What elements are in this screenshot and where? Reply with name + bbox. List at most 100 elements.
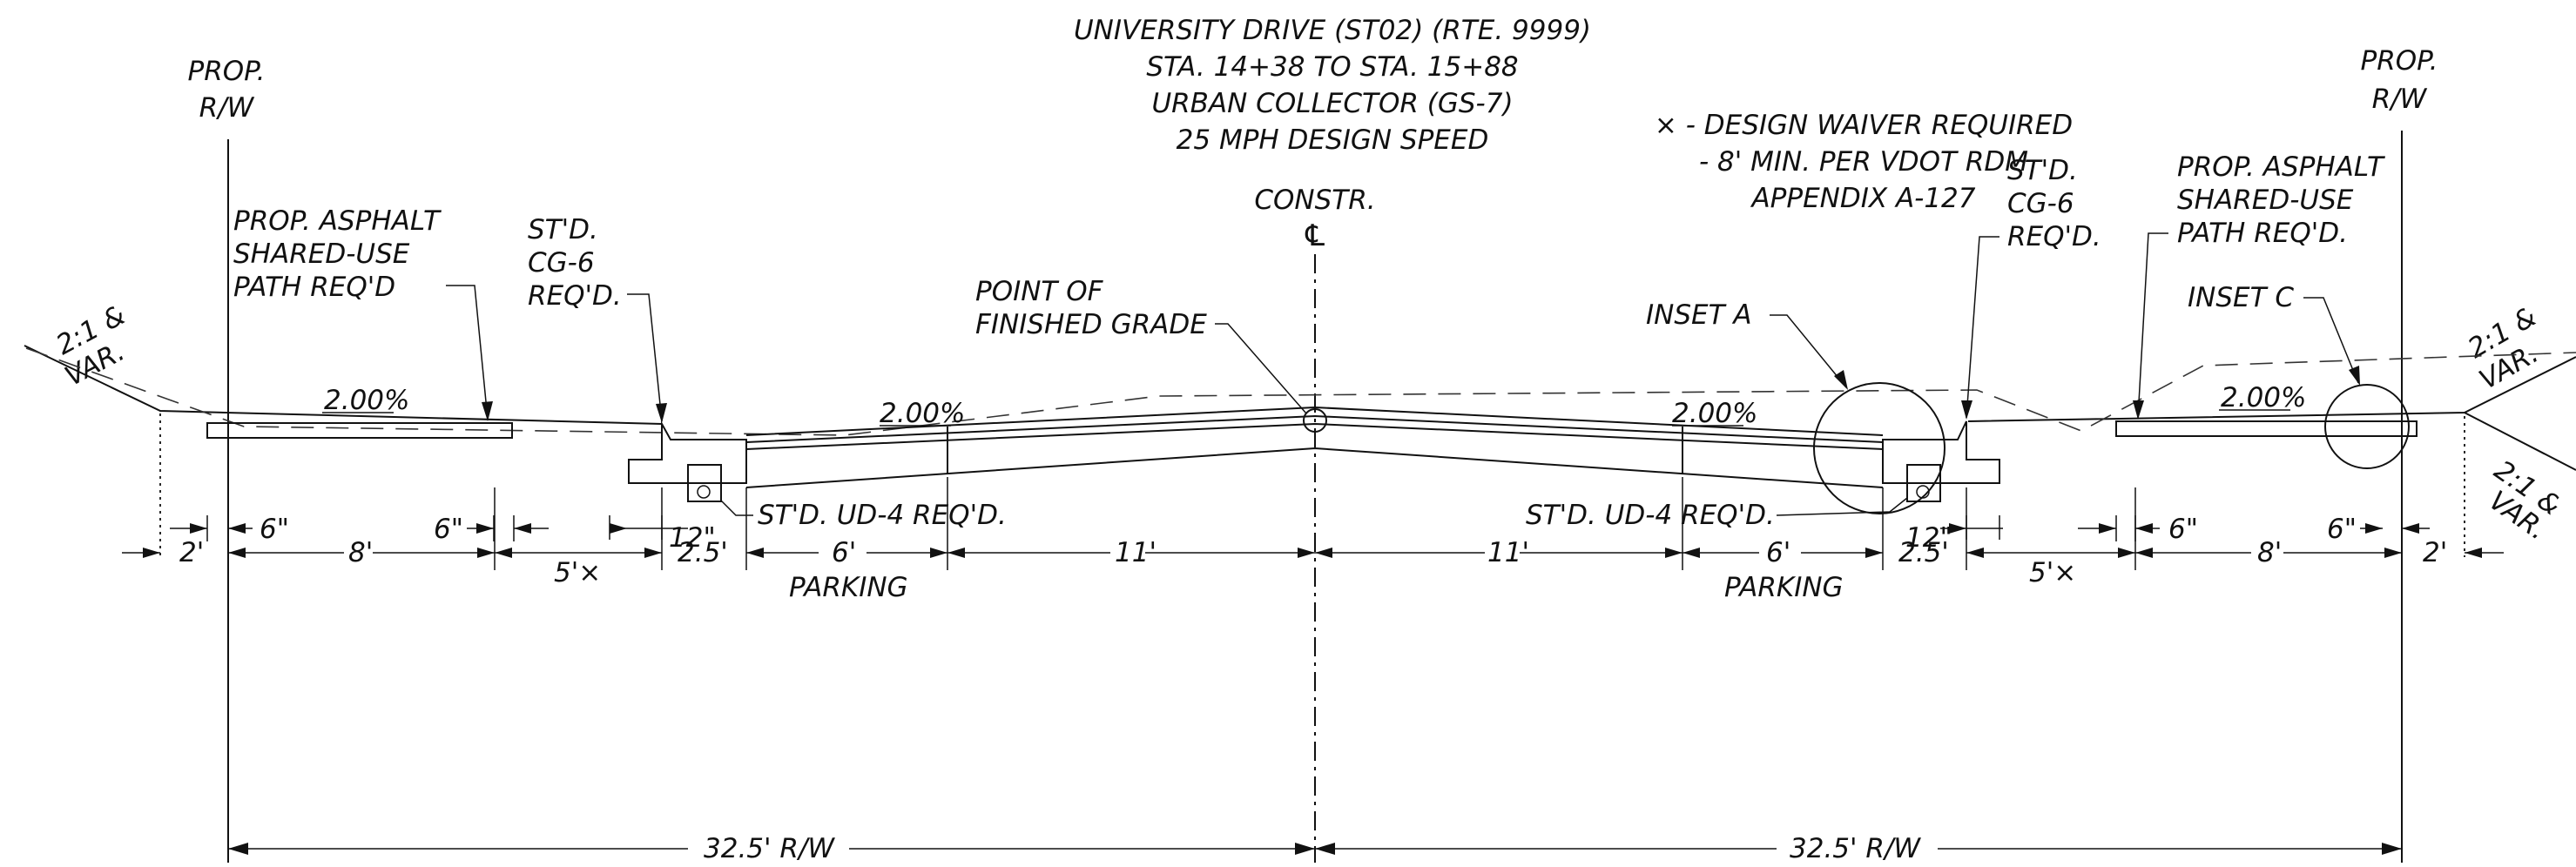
right-ud4-label: ST'D. UD-4 REQ'D.	[1526, 500, 1775, 531]
left-path-label-3: PATH REQ'D	[233, 272, 395, 303]
right-path-label-3: PATH REQ'D.	[2177, 218, 2348, 249]
right-curb-label-3: REQ'D.	[2007, 221, 2101, 252]
dim-8-left-arrow-a	[228, 548, 246, 558]
right-rw-label-1: PROP.	[2361, 45, 2438, 77]
right-curb-label-2: CG-6	[2007, 188, 2074, 219]
rw-right-arrow-a	[1315, 843, 1335, 855]
inset-c-label: INSET C	[2188, 282, 2294, 313]
right-6in-b-arrow2	[2402, 523, 2419, 534]
dim-2-right-label: 2'	[2423, 537, 2447, 568]
left-6in-b-label: 6"	[434, 514, 463, 545]
right-6in-b-label: 6"	[2327, 514, 2357, 545]
left-curb-callout: ST'D. CG-6 REQ'D.	[528, 214, 667, 423]
inset-c-callout: INSET C	[2188, 282, 2360, 386]
right-ud4-leader	[1776, 497, 1908, 516]
pavement-subbase	[745, 447, 1884, 488]
left-6in-a-label: 6"	[260, 514, 289, 545]
dim-6-left-label: 6'	[832, 537, 856, 568]
left-rw-label-2: R/W	[199, 92, 255, 124]
left-curb-label-3: REQ'D.	[528, 280, 622, 312]
left-shared-use-path	[206, 422, 513, 439]
right-6in-dims: 6" 6"	[2078, 514, 2430, 545]
dim-5-right-label: 5'⨯	[2029, 557, 2076, 588]
dim-6-left-arrow-b	[930, 548, 947, 558]
rw-right-label: 32.5' R/W	[1790, 833, 1921, 863]
left-curb-gutter	[628, 420, 747, 484]
existing-ground-line	[25, 347, 2576, 436]
dim-8-right-arrow-b	[2384, 548, 2402, 558]
left-underdrain	[687, 464, 722, 502]
dim-5-left-arrow-a	[495, 548, 512, 558]
dim-6-right-arrow-a	[1682, 548, 1700, 558]
rw-total-dimensions: 32.5' R/W 32.5' R/W	[228, 833, 2402, 864]
right-curb-gutter	[1882, 420, 2000, 484]
dim-6-right-arrow-b	[1865, 548, 1883, 558]
left-ud4-trench	[687, 464, 722, 502]
right-6in-b-arrow	[2365, 523, 2383, 534]
left-right-of-way: PROP. R/W	[188, 56, 266, 863]
left-curb-arrowhead	[656, 403, 667, 423]
left-rw-label-1: PROP.	[188, 56, 266, 87]
right-path-callout: PROP. ASPHALT SHARED-USE PATH REQ'D.	[2133, 151, 2385, 420]
right-path-leader	[2137, 232, 2168, 419]
finished-grade-label-1: POINT OF	[975, 276, 1104, 307]
left-path-label-2: SHARED-USE	[233, 239, 410, 270]
left-12in-dim: 12"	[609, 515, 716, 554]
dim-8-right-label: 8'	[2257, 537, 2282, 568]
dim-2-right-arrow	[2465, 548, 2482, 558]
dim-5-left-label: 5'⨯	[554, 557, 601, 588]
dim-5-right-arrow-b	[2118, 548, 2135, 558]
inset-c-leader	[2303, 297, 2359, 384]
title-line-3: URBAN COLLECTOR (GS-7)	[1151, 88, 1513, 119]
inset-c-arrowhead	[2349, 366, 2360, 386]
dim-2-5-left-label: 2.5'	[678, 537, 728, 568]
left-12in-label: 12"	[669, 522, 716, 554]
design-waiver-note: ⨯ - DESIGN WAIVER REQUIRED - 8' MIN. PER…	[1655, 110, 2073, 214]
left-path-arrowhead	[482, 401, 493, 421]
inset-a-label: INSET A	[1646, 299, 1752, 331]
title-line-1: UNIVERSITY DRIVE (ST02) (RTE. 9999)	[1074, 15, 1591, 46]
dim-11-right-arrow-b	[1665, 548, 1682, 558]
right-path-slope: 2.00%	[2221, 382, 2306, 413]
left-lane-slope: 2.00%	[880, 398, 965, 429]
dim-2-left-label: 2'	[179, 537, 204, 568]
dim-11-right-arrow-a	[1315, 548, 1332, 558]
finished-grade-label-2: FINISHED GRADE	[975, 309, 1207, 340]
left-parking-label: PARKING	[789, 572, 908, 603]
inset-c-circle	[2324, 384, 2410, 469]
title-line-2: STA. 14+38 TO STA. 15+88	[1146, 51, 1518, 83]
construction-centerline: CONSTR. ℄	[1254, 185, 1376, 863]
centerline-label: CONSTR.	[1254, 185, 1375, 216]
title-line-4: 25 MPH DESIGN SPEED	[1177, 124, 1489, 156]
left-path-slope: 2.00%	[324, 385, 409, 416]
width-dimension-row: 2' 8' 5'⨯ 2.5' 6' PARKING 11' 11' 6' PAR…	[122, 477, 2504, 603]
left-path-callout: PROP. ASPHALT SHARED-USE PATH REQ'D	[233, 205, 493, 421]
left-curb-label-1: ST'D.	[528, 214, 598, 245]
left-path-label-1: PROP. ASPHALT	[233, 205, 442, 237]
right-right-of-way: PROP. R/W	[2361, 45, 2438, 863]
inset-a-leader	[1770, 314, 1847, 388]
right-curb-leader	[1966, 236, 1999, 419]
dim-2-left-arrow	[143, 548, 160, 558]
right-6in-a-label: 6"	[2168, 514, 2198, 545]
rw-left-arrow-a	[228, 843, 248, 855]
dim-2-5-right-label: 2.5'	[1898, 537, 1949, 568]
left-6in-b-arrow	[476, 523, 494, 534]
right-rw-label-2: R/W	[2372, 84, 2428, 115]
left-curb-label-2: CG-6	[528, 247, 595, 279]
left-finished-ground	[24, 345, 663, 425]
left-curb-leader	[627, 293, 663, 422]
right-cg6-curb	[1882, 420, 2000, 484]
right-12in-dim: 12"	[1905, 515, 2003, 554]
rw-right-arrow-b	[2382, 843, 2402, 855]
waiver-line-1: ⨯ - DESIGN WAIVER REQUIRED	[1655, 110, 2073, 141]
right-grading: 2:1 & VAR. 2:1 & VAR.	[1967, 301, 2576, 557]
finished-grade-point	[1303, 408, 1327, 433]
left-6in-b-arrow2	[514, 523, 531, 534]
right-curb-arrowhead	[1961, 400, 1972, 420]
dim-6-left-arrow-a	[746, 548, 764, 558]
waiver-line-3: APPENDIX A-127	[1750, 183, 1975, 214]
rw-left-arrow-b	[1295, 843, 1315, 855]
left-ud4-label: ST'D. UD-4 REQ'D.	[758, 500, 1007, 531]
left-12in-arrow	[610, 523, 627, 534]
